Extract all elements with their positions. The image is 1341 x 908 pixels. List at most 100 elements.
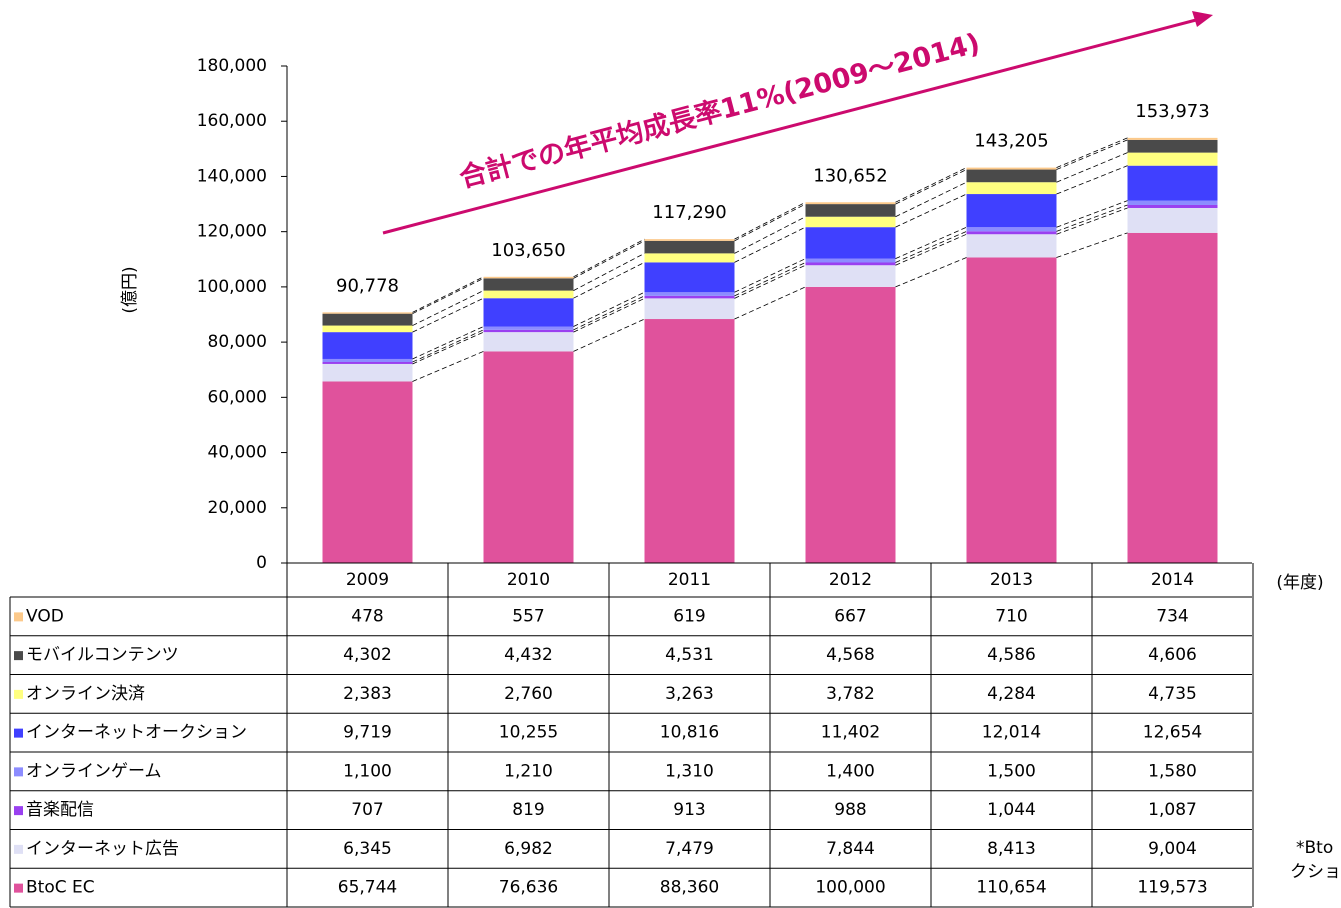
bar-segment [966, 234, 1057, 258]
total-label: 90,778 [336, 275, 399, 296]
connector [412, 276, 484, 313]
bar-segment [805, 202, 896, 205]
connector [573, 295, 645, 331]
legend-swatch [14, 844, 23, 854]
bar-segment [322, 363, 413, 382]
legend-swatch [14, 689, 23, 699]
bar-segment [805, 265, 896, 287]
total-label: 130,652 [813, 165, 887, 186]
table-cell: 1,210 [504, 761, 553, 781]
bar-segment [644, 240, 735, 254]
table-cell: 4,606 [1148, 645, 1197, 665]
bar-segment [1127, 137, 1218, 140]
table-cell: 988 [834, 800, 866, 820]
x-tick-label: 2009 [346, 570, 389, 590]
bar-segment [805, 216, 896, 228]
connector [412, 297, 484, 333]
annotation: 合計での年平均成長率11%(2009～2014) [456, 27, 983, 194]
connector [1056, 204, 1128, 232]
y-tick-label: 20,000 [208, 498, 267, 518]
table-cell: 1,580 [1148, 761, 1197, 781]
connector [895, 233, 967, 266]
bar-segment [1127, 152, 1218, 166]
table-cell: 65,744 [338, 878, 397, 898]
connector [1056, 139, 1128, 170]
table-cell: 6,982 [504, 839, 553, 859]
bar-segment [322, 332, 413, 359]
connector [734, 201, 806, 240]
y-tick-label: 120,000 [197, 222, 267, 242]
connector [573, 240, 645, 279]
table-cell: 3,263 [665, 684, 714, 704]
table-cell: 4,531 [665, 645, 714, 665]
table-cell: 4,586 [987, 645, 1036, 665]
table-cell: 76,636 [499, 878, 558, 898]
bar-segment [483, 332, 574, 352]
connector [573, 291, 645, 327]
table-cell: 9,004 [1148, 839, 1197, 859]
bar-segment [644, 262, 735, 293]
bar-segment [483, 276, 574, 279]
connector [412, 331, 484, 365]
bar-segment [322, 325, 413, 333]
table-cell: 1,500 [987, 761, 1036, 781]
y-tick-label: 80,000 [208, 332, 267, 352]
bar-segment [483, 298, 574, 327]
bar-segment [805, 227, 896, 259]
legend-label: モバイルコンテンツ [26, 645, 179, 665]
table-cell: 819 [512, 800, 544, 820]
y-tick-label: 100,000 [197, 277, 267, 297]
y-axis-label: (億円) [120, 266, 140, 313]
connector [734, 216, 806, 254]
legend-label: インターネット広告 [26, 839, 179, 859]
connector [895, 257, 967, 288]
table-cell: 4,735 [1148, 684, 1197, 704]
table-cell: 557 [512, 606, 544, 626]
table-cell: 1,100 [343, 761, 392, 781]
connector [1056, 165, 1128, 195]
connector [412, 290, 484, 326]
table-cell: 2,760 [504, 684, 553, 704]
table-cell: 12,014 [982, 723, 1041, 743]
y-tick-label: 160,000 [197, 111, 267, 131]
legend-label: VOD [26, 606, 64, 626]
y-tick-label: 140,000 [197, 166, 267, 186]
table-cell: 119,573 [1137, 878, 1207, 898]
x-tick-label: 2013 [990, 570, 1033, 590]
connector [412, 351, 484, 382]
table-cell: 619 [673, 606, 705, 626]
table-cell: 11,402 [821, 723, 880, 743]
bar-segment [483, 329, 574, 333]
legend-swatch [14, 806, 23, 816]
table-cell: 100,000 [815, 878, 885, 898]
legend-label: 音楽配信 [26, 800, 94, 820]
connector [895, 226, 967, 260]
legend-swatch [14, 883, 23, 893]
bar-segment [644, 319, 735, 563]
bar-segment [1127, 232, 1218, 564]
legend-swatch [14, 651, 23, 661]
connector [895, 169, 967, 205]
x-tick-label: 2010 [507, 570, 550, 590]
table-cell: 4,284 [987, 684, 1036, 704]
connector [573, 253, 645, 291]
table-cell: 7,479 [665, 839, 714, 859]
connector [734, 264, 806, 299]
connector [1056, 232, 1128, 258]
bar-segment [805, 286, 896, 563]
bar-segment [1127, 200, 1218, 205]
bar-segment [1127, 207, 1218, 233]
table-cell: 707 [351, 800, 383, 820]
bar-segment [483, 351, 574, 563]
bar-segment [483, 326, 574, 330]
bar-segment [966, 227, 1057, 232]
connector [1056, 137, 1128, 168]
footnote: *Bto [1296, 838, 1333, 858]
x-axis-label: (年度) [1276, 573, 1323, 593]
bar-segment [322, 381, 413, 563]
bar-segment [483, 290, 574, 299]
table-cell: 913 [673, 800, 705, 820]
total-label: 117,290 [652, 202, 726, 223]
table-cell: 10,816 [660, 723, 719, 743]
